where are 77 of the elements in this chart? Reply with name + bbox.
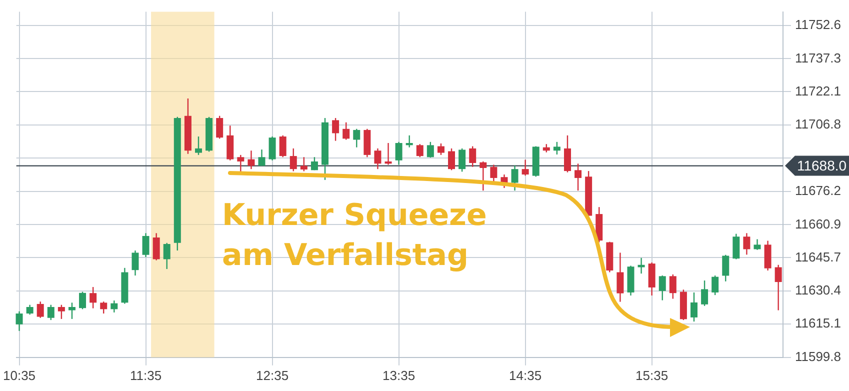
candlestick xyxy=(732,233,740,260)
candlestick xyxy=(564,134,571,173)
x-tick-label: 13:35 xyxy=(382,368,416,383)
candlestick xyxy=(152,232,160,261)
candlestick xyxy=(300,156,308,172)
y-tick-label: 11615.1 xyxy=(794,316,842,331)
y-tick-label: 11737.3 xyxy=(794,50,842,66)
x-tick-label: 11:35 xyxy=(130,368,162,383)
candlestick xyxy=(36,300,44,318)
candlestick xyxy=(743,232,750,256)
x-tick-label: 14:35 xyxy=(509,368,542,383)
candlestick xyxy=(553,141,560,156)
annotation: am Verfallstag xyxy=(222,237,470,275)
candlestick xyxy=(58,304,65,320)
y-tick-label: 11630.4 xyxy=(794,282,842,298)
candlestick xyxy=(616,252,624,302)
candlestick xyxy=(522,159,529,176)
candlestick xyxy=(406,134,413,148)
y-tick-label: 11706.8 xyxy=(794,116,842,132)
candlestick xyxy=(68,302,76,320)
candlestick xyxy=(374,148,382,170)
candlestick xyxy=(290,148,297,172)
candlestick xyxy=(163,242,170,270)
candlestick xyxy=(701,280,708,307)
candlestick xyxy=(774,264,782,311)
candlestick xyxy=(16,310,23,332)
candlestick xyxy=(712,274,719,296)
candlestick xyxy=(638,257,645,274)
candlestick xyxy=(100,300,108,314)
x-tick-label: 10:35 xyxy=(2,368,36,383)
candlestick xyxy=(342,122,350,140)
candlestick xyxy=(237,154,244,173)
candlestick xyxy=(353,128,360,148)
candlestick xyxy=(47,304,54,321)
candlestick xyxy=(332,117,340,142)
candlestick xyxy=(142,232,150,258)
x-tick-label: 12:35 xyxy=(256,368,289,383)
candlestick xyxy=(490,164,498,184)
y-tick-label: 11676.2 xyxy=(794,183,842,198)
candlestick xyxy=(248,150,255,170)
candlestick xyxy=(416,143,424,158)
annotation: Kurzer Squeeze xyxy=(222,197,487,235)
candlestick xyxy=(395,141,402,166)
candlestick xyxy=(480,160,487,192)
candlestick xyxy=(226,125,234,161)
candlestick xyxy=(658,274,666,301)
candlestick xyxy=(90,286,97,309)
ref-line-label: 11688.0 xyxy=(796,158,847,174)
candlestick xyxy=(722,254,730,282)
candlestick xyxy=(426,141,434,158)
candlestick xyxy=(268,136,276,161)
candlestick xyxy=(194,136,202,156)
candlestick xyxy=(79,291,86,310)
candlestick xyxy=(448,148,456,171)
candlestick xyxy=(648,262,656,296)
candlestick xyxy=(26,304,34,316)
x-tick-label: 15:35 xyxy=(636,368,668,383)
candlestick xyxy=(216,115,224,140)
candlestick xyxy=(279,134,286,158)
candlestick xyxy=(469,146,476,168)
candlestick xyxy=(574,163,582,192)
y-tick-label: 11660.9 xyxy=(794,216,842,232)
candlestick xyxy=(132,250,139,276)
candlestick xyxy=(384,142,392,166)
y-tick-label: 11599.8 xyxy=(794,348,842,364)
candlestick xyxy=(437,142,444,156)
candlestick xyxy=(458,148,466,172)
candlestick xyxy=(310,156,318,171)
candlestick xyxy=(669,274,676,300)
y-tick-label: 11752.6 xyxy=(794,17,842,32)
candlestick xyxy=(754,238,761,250)
candlestick xyxy=(764,240,772,272)
y-tick-label: 11722.1 xyxy=(794,83,842,98)
candlestick xyxy=(258,148,266,166)
candlestick xyxy=(110,300,118,314)
candlestick xyxy=(690,292,698,322)
y-tick-label: 11645.7 xyxy=(794,249,842,264)
